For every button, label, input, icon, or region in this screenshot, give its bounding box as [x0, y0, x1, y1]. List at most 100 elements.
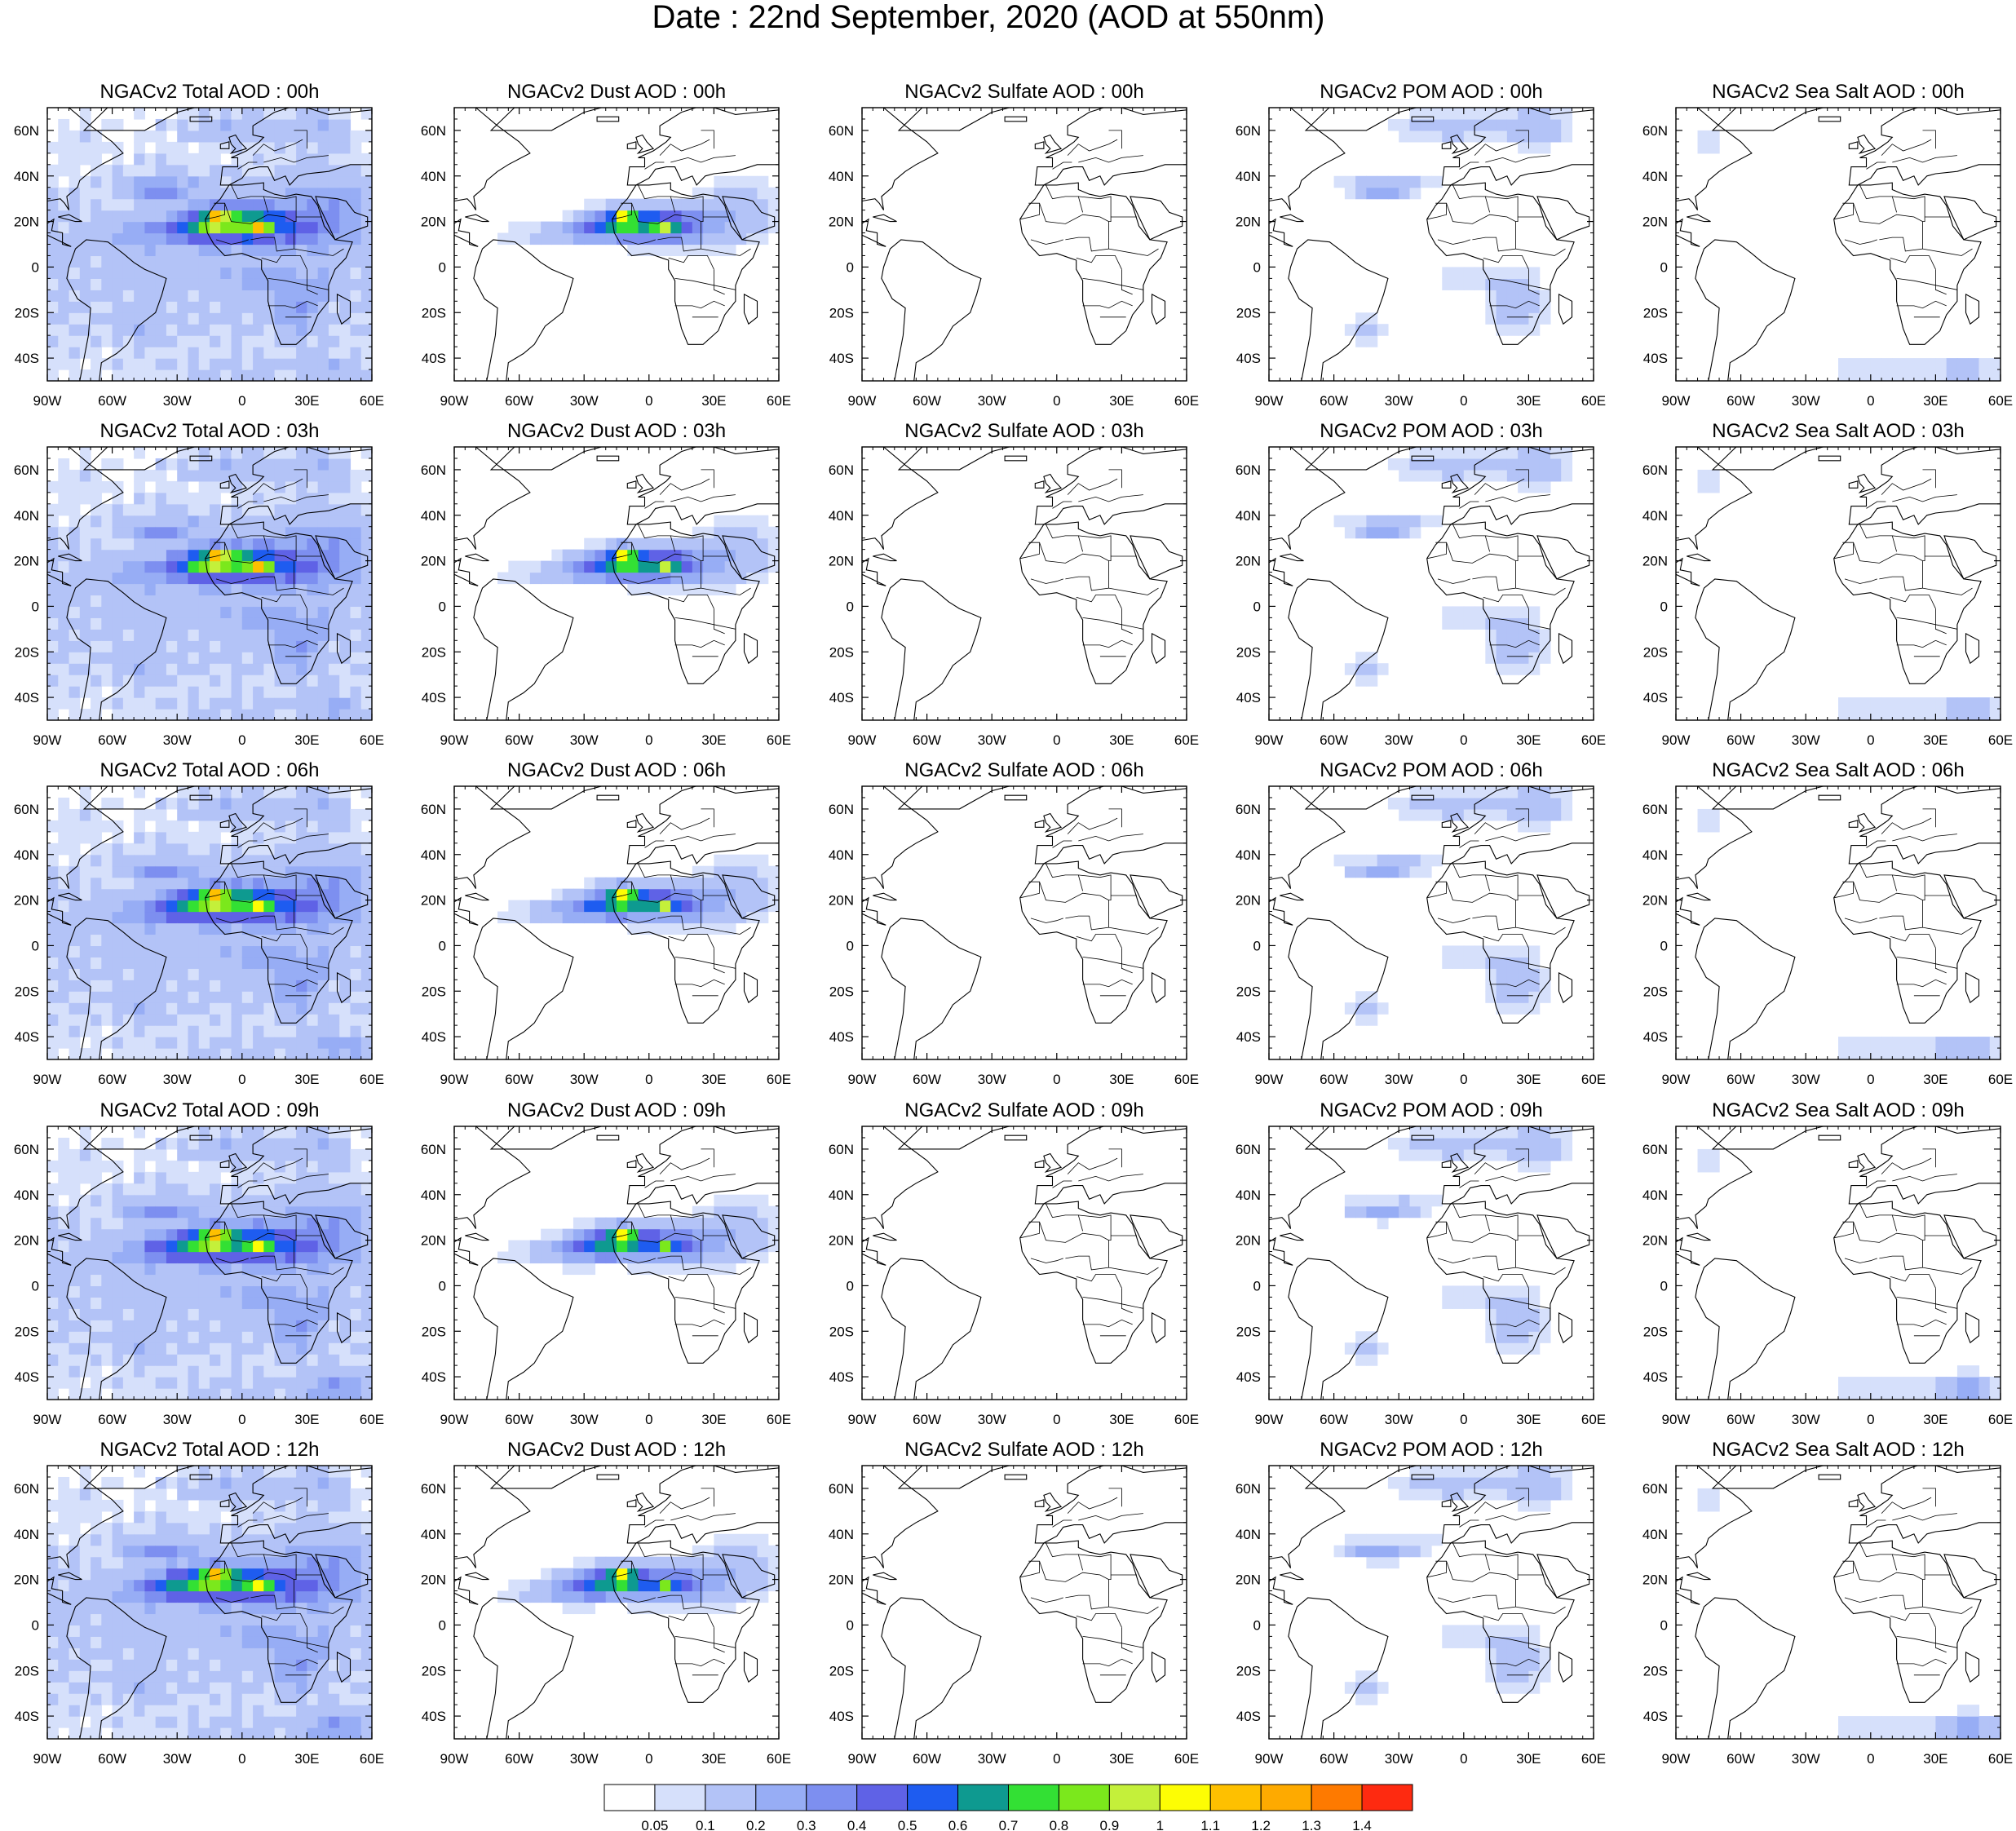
lat-tick-label: 20S — [829, 644, 854, 660]
lat-tick-label: 40N — [14, 169, 39, 184]
colorbar-label: 0.8 — [1050, 1818, 1069, 1831]
lat-tick-label: 20S — [829, 1663, 854, 1678]
lon-tick-label: 0 — [1460, 732, 1467, 748]
lat-tick-label: 0 — [1660, 259, 1668, 275]
lon-tick-label: 60W — [505, 1751, 533, 1767]
lat-tick-label: 40S — [829, 1369, 854, 1385]
coastlines — [862, 108, 1187, 381]
panel-title: NGACv2 Dust AOD : 03h — [507, 420, 726, 442]
lon-tick-label: 0 — [645, 393, 652, 409]
lat-tick-label: 40S — [15, 351, 39, 366]
lat-tick-label: 40S — [422, 1709, 446, 1724]
lon-tick-label: 0 — [1460, 1751, 1467, 1767]
lon-tick-label: 90W — [440, 732, 469, 748]
lat-tick-label: 20S — [829, 984, 854, 999]
lat-tick-label: 20S — [1643, 644, 1668, 660]
lon-tick-label: 60E — [1988, 393, 2013, 409]
aod-shading — [1269, 447, 1594, 720]
panel-title: NGACv2 POM AOD : 00h — [1320, 81, 1542, 103]
lat-tick-label: 40N — [421, 169, 446, 184]
lat-tick-label: 40N — [1236, 169, 1261, 184]
lon-tick-label: 60E — [1174, 732, 1199, 748]
panel-sea-salt-9h: NGACv2 Sea Salt AOD : 09h 60N 40N 20N 0 20S 40… — [1642, 1099, 2013, 1427]
lon-tick-label: 60E — [360, 732, 384, 748]
lat-tick-label: 0 — [32, 1617, 39, 1633]
colorbar-label: 0.4 — [847, 1818, 867, 1831]
lat-tick-label: 0 — [1660, 1617, 1668, 1633]
lat-tick-label: 40N — [829, 1527, 854, 1542]
lat-tick-label: 60N — [1642, 1142, 1668, 1157]
colorbar-swatch — [705, 1784, 757, 1811]
colorbar: 0.05 0.1 0.2 0.3 0.4 0.5 0.6 0.7 0.8 0.9 1 1.1 1.2 1.… — [603, 1784, 1413, 1831]
lon-tick-label: 30W — [163, 393, 192, 409]
lon-tick-label: 30E — [701, 732, 726, 748]
lon-tick-label: 0 — [238, 732, 245, 748]
lat-tick-label: 20N — [421, 215, 446, 230]
panel-sulfate-12h: NGACv2 Sulfate AOD : 12h 60N 40N 20N 0 20S 40S… — [829, 1439, 1199, 1767]
aod-shading — [1676, 447, 2001, 720]
aod-shading — [454, 1126, 779, 1400]
lat-tick-label: 20N — [14, 215, 39, 230]
lon-tick-label: 30E — [1109, 732, 1134, 748]
panel-title: NGACv2 Sea Salt AOD : 09h — [1712, 1099, 1964, 1121]
lat-tick-label: 20N — [829, 893, 854, 909]
lon-tick-label: 90W — [848, 732, 877, 748]
panel-sulfate-9h: NGACv2 Sulfate AOD : 09h 60N 40N 20N 0 20S 40S… — [829, 1099, 1199, 1427]
lat-tick-label: 40N — [1642, 847, 1668, 863]
lon-tick-label: 60W — [1726, 732, 1755, 748]
lon-tick-label: 90W — [1662, 732, 1691, 748]
lat-tick-label: 40N — [14, 847, 39, 863]
lon-tick-label: 30W — [1792, 1751, 1820, 1767]
lon-tick-label: 30E — [701, 1751, 726, 1767]
aod-shading — [454, 447, 779, 720]
lat-tick-label: 20S — [422, 1324, 446, 1339]
lat-tick-label: 40N — [1642, 508, 1668, 524]
panel-sea-salt-6h: NGACv2 Sea Salt AOD : 06h 60N 40N 20N 0 20S 40… — [1642, 759, 2013, 1087]
panel-sulfate-3h: NGACv2 Sulfate AOD : 03h 60N 40N 20N 0 20S 40S… — [829, 420, 1199, 748]
lat-tick-label: 20N — [1236, 893, 1261, 909]
coastlines — [1676, 447, 2001, 720]
coastlines — [1676, 108, 2001, 381]
lat-tick-label: 0 — [1660, 599, 1668, 614]
lon-tick-label: 90W — [848, 1072, 877, 1087]
colorbar-swatch — [1008, 1784, 1059, 1811]
colorbar-swatch — [1260, 1784, 1312, 1811]
lon-tick-label: 30E — [1516, 1072, 1541, 1087]
lon-tick-label: 30W — [1385, 1072, 1413, 1087]
aod-shading — [862, 1466, 1187, 1739]
lon-tick-label: 90W — [33, 393, 62, 409]
colorbar-swatch — [907, 1784, 959, 1811]
panel-title: NGACv2 Dust AOD : 12h — [507, 1439, 726, 1461]
lon-tick-label: 0 — [645, 1412, 652, 1427]
lon-tick-label: 0 — [1460, 1072, 1467, 1087]
lat-tick-label: 20S — [422, 305, 446, 321]
lat-tick-label: 20S — [1236, 1663, 1261, 1678]
lon-tick-label: 90W — [848, 1412, 877, 1427]
colorbar-swatch — [603, 1784, 656, 1811]
lon-tick-label: 60E — [1581, 732, 1606, 748]
lat-tick-label: 0 — [439, 599, 446, 614]
lon-tick-label: 30W — [163, 1751, 192, 1767]
lon-tick-label: 60W — [1320, 732, 1348, 748]
lat-tick-label: 0 — [439, 259, 446, 275]
lat-tick-label: 20S — [15, 1324, 39, 1339]
coastlines — [1269, 786, 1594, 1059]
lat-tick-label: 20N — [1642, 1233, 1668, 1249]
panel-dust-6h: NGACv2 Dust AOD : 06h 60N 40N 20N 0 20S 40S 90W… — [421, 759, 791, 1087]
lon-tick-label: 60E — [1581, 1751, 1606, 1767]
panel-sea-salt-0h: NGACv2 Sea Salt AOD : 00h 60N 40N 20N 0 20S 40… — [1642, 81, 2013, 409]
colorbar-swatch — [1108, 1784, 1161, 1811]
coastlines — [454, 1466, 779, 1739]
colorbar-label: 0.7 — [999, 1818, 1019, 1831]
colorbar-swatch — [1311, 1784, 1363, 1811]
lat-tick-label: 20S — [1236, 305, 1261, 321]
lon-tick-label: 90W — [1255, 1072, 1284, 1087]
lat-tick-label: 40N — [829, 847, 854, 863]
coastlines — [862, 786, 1187, 1059]
panel-title: NGACv2 Total AOD : 09h — [99, 1099, 319, 1121]
coastlines — [47, 1466, 372, 1739]
colorbar-label: 0.05 — [641, 1818, 668, 1831]
colorbar-label: 1.1 — [1200, 1818, 1220, 1831]
lat-tick-label: 60N — [1642, 123, 1668, 139]
lon-tick-label: 30E — [1923, 1751, 1947, 1767]
